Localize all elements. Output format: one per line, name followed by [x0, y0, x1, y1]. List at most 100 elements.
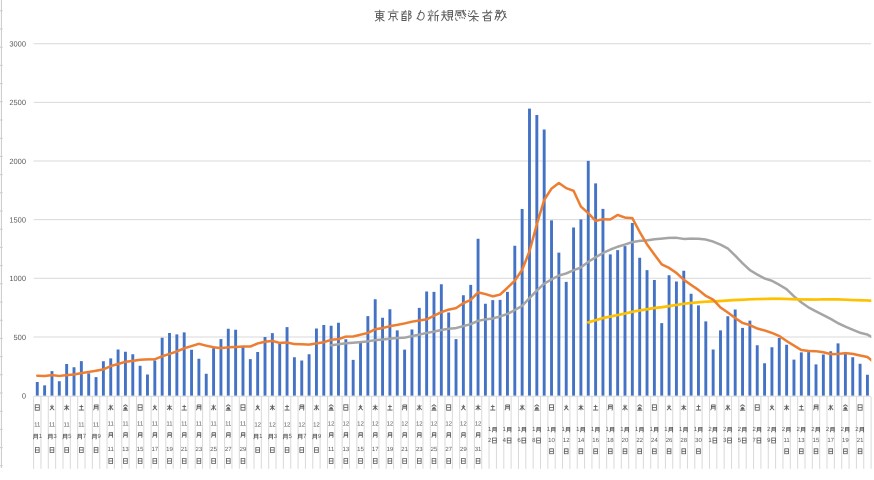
svg-text:7: 7	[303, 433, 307, 440]
svg-text:3: 3	[723, 437, 727, 444]
svg-text:11: 11	[784, 437, 791, 444]
svg-text:11: 11	[137, 421, 144, 428]
svg-text:21: 21	[857, 437, 864, 444]
svg-text:10: 10	[548, 437, 555, 444]
svg-text:2: 2	[767, 426, 771, 433]
svg-text:12: 12	[475, 421, 482, 428]
svg-text:2: 2	[811, 426, 815, 433]
svg-text:11: 11	[122, 421, 129, 428]
svg-text:17: 17	[372, 446, 379, 453]
svg-text:1: 1	[679, 426, 683, 433]
svg-text:1000: 1000	[9, 274, 26, 283]
svg-text:7: 7	[83, 433, 87, 440]
svg-text:11: 11	[328, 446, 335, 453]
svg-text:3: 3	[274, 433, 278, 440]
svg-text:12: 12	[387, 421, 394, 428]
svg-text:8: 8	[532, 437, 536, 444]
svg-text:23: 23	[416, 446, 423, 453]
svg-text:14: 14	[578, 437, 585, 444]
svg-text:2: 2	[841, 426, 845, 433]
svg-text:5: 5	[68, 433, 72, 440]
svg-text:5: 5	[288, 433, 292, 440]
svg-text:12: 12	[445, 421, 452, 428]
svg-text:2000: 2000	[9, 157, 26, 166]
svg-text:11: 11	[210, 421, 217, 428]
svg-text:29: 29	[460, 446, 467, 453]
svg-text:11: 11	[196, 421, 203, 428]
svg-text:12: 12	[254, 422, 261, 429]
svg-text:9: 9	[97, 433, 101, 440]
svg-text:2: 2	[855, 426, 859, 433]
svg-text:2: 2	[738, 426, 742, 433]
svg-text:12: 12	[401, 421, 408, 428]
svg-text:13: 13	[342, 446, 349, 453]
svg-text:12: 12	[416, 421, 423, 428]
svg-text:11: 11	[225, 421, 232, 428]
svg-text:2: 2	[708, 426, 712, 433]
svg-text:25: 25	[210, 446, 217, 453]
svg-text:1: 1	[503, 426, 507, 433]
svg-text:7: 7	[752, 437, 756, 444]
svg-text:1: 1	[635, 426, 639, 433]
svg-text:5: 5	[738, 437, 742, 444]
svg-text:21: 21	[401, 446, 408, 453]
svg-text:12: 12	[372, 421, 379, 428]
svg-text:20: 20	[622, 437, 629, 444]
svg-text:17: 17	[151, 446, 158, 453]
svg-text:15: 15	[813, 437, 820, 444]
svg-text:23: 23	[196, 446, 203, 453]
svg-text:12: 12	[284, 422, 291, 429]
svg-text:4: 4	[503, 437, 507, 444]
svg-text:1: 1	[606, 426, 610, 433]
svg-text:1: 1	[488, 426, 492, 433]
svg-text:2: 2	[488, 437, 492, 444]
svg-text:11: 11	[108, 421, 115, 428]
svg-text:2: 2	[752, 426, 756, 433]
svg-text:1: 1	[532, 426, 536, 433]
svg-text:27: 27	[445, 446, 452, 453]
svg-text:13: 13	[798, 437, 805, 444]
svg-text:2: 2	[797, 426, 801, 433]
svg-text:19: 19	[387, 446, 394, 453]
svg-text:27: 27	[225, 446, 232, 453]
svg-text:1: 1	[694, 426, 698, 433]
svg-text:1: 1	[259, 433, 263, 440]
svg-text:9: 9	[318, 433, 322, 440]
svg-text:1: 1	[547, 426, 551, 433]
svg-text:9: 9	[767, 437, 771, 444]
svg-text:12: 12	[342, 421, 349, 428]
svg-text:12: 12	[431, 421, 438, 428]
svg-text:21: 21	[181, 446, 188, 453]
svg-text:1: 1	[708, 437, 712, 444]
svg-text:12: 12	[328, 421, 335, 428]
svg-text:1: 1	[591, 426, 595, 433]
svg-text:2: 2	[782, 426, 786, 433]
svg-text:11: 11	[152, 421, 159, 428]
svg-text:1: 1	[620, 426, 624, 433]
svg-text:1: 1	[664, 426, 668, 433]
svg-text:25: 25	[431, 446, 438, 453]
svg-text:1: 1	[576, 426, 580, 433]
svg-text:1: 1	[39, 433, 43, 440]
svg-text:0: 0	[22, 391, 26, 400]
svg-text:16: 16	[592, 437, 599, 444]
svg-text:15: 15	[137, 446, 144, 453]
svg-text:500: 500	[13, 333, 26, 342]
svg-text:1: 1	[561, 426, 565, 433]
svg-text:31: 31	[475, 446, 482, 453]
svg-text:3000: 3000	[9, 40, 26, 49]
svg-text:12: 12	[269, 422, 276, 429]
svg-text:13: 13	[122, 446, 129, 453]
svg-text:12: 12	[460, 421, 467, 428]
svg-text:17: 17	[827, 437, 834, 444]
svg-text:6: 6	[517, 437, 521, 444]
svg-text:2: 2	[723, 426, 727, 433]
svg-text:19: 19	[842, 437, 849, 444]
svg-text:28: 28	[680, 437, 687, 444]
svg-text:1: 1	[650, 426, 654, 433]
svg-text:12: 12	[563, 437, 570, 444]
svg-text:2: 2	[826, 426, 830, 433]
svg-text:12: 12	[298, 422, 305, 429]
svg-text:1: 1	[517, 426, 521, 433]
svg-text:11: 11	[93, 422, 100, 429]
